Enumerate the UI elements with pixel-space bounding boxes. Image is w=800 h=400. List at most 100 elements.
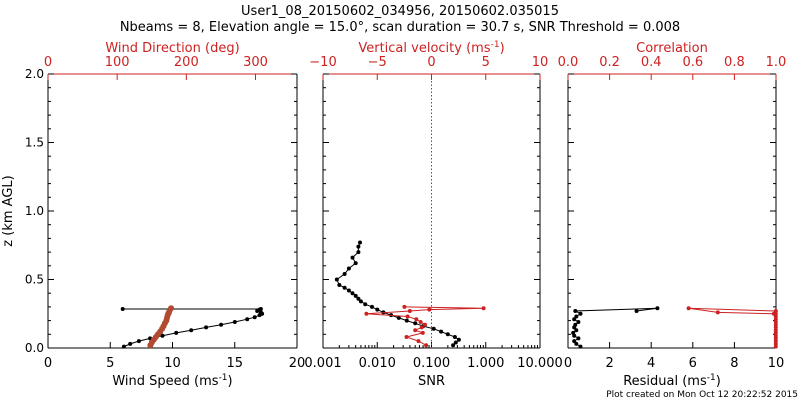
point-residual (574, 314, 579, 319)
top-tick-label: 1.0 (766, 55, 787, 70)
point-correlation (773, 333, 778, 338)
point-snr (452, 335, 457, 339)
point-correlation (773, 320, 778, 324)
point-residual (634, 309, 639, 313)
point-residual (574, 341, 579, 346)
top-tick-label: 300 (243, 55, 268, 70)
point-vertical_velocity (418, 320, 423, 324)
x-tick-label: 10 (768, 356, 785, 371)
top-tick-label: 5 (482, 55, 490, 70)
x-tick-label: 0.010 (359, 356, 396, 371)
point-correlation (773, 328, 778, 333)
point-wind_speed (204, 325, 209, 330)
point-snr (353, 261, 358, 266)
point-snr (358, 240, 362, 245)
point-snr (350, 291, 355, 296)
point-wind_speed (252, 315, 257, 320)
point-vertical_velocity (364, 311, 369, 316)
top-tick-label: 0.0 (558, 55, 579, 70)
x-tick-label: 0 (564, 356, 572, 371)
point-snr (334, 277, 339, 282)
bottom-axis-label: Wind Speed (ms-1) (112, 373, 232, 389)
top-tick-label: 0.6 (682, 55, 703, 70)
bottom-axis-label: SNR (418, 374, 445, 389)
top-tick-label: 0.8 (724, 55, 745, 70)
point-vertical_velocity (424, 343, 429, 348)
point-snr (356, 244, 361, 249)
point-snr (342, 272, 347, 276)
point-residual (572, 339, 577, 344)
series-line-residual (572, 307, 658, 348)
point-snr (337, 283, 342, 287)
point-wind_speed (174, 330, 179, 335)
y-tick-label: 1.5 (25, 136, 44, 150)
series-line-wind_speed (122, 308, 263, 348)
point-snr (375, 307, 380, 312)
point-vertical_velocity (423, 322, 427, 327)
point-snr (404, 318, 409, 323)
x-tick-label: 6 (689, 356, 697, 371)
top-tick-label: 100 (105, 55, 130, 70)
figure-title-line1: User1_08_20150602_034956, 20150602.03501… (241, 4, 559, 19)
top-tick-label: 0 (427, 55, 435, 70)
point-snr (453, 340, 458, 345)
series-line-correlation (688, 307, 777, 347)
y-axis-label: z (km AGL) (1, 175, 16, 246)
point-wind_speed (128, 341, 133, 346)
top-tick-label: 0 (44, 55, 52, 70)
point-snr (439, 329, 444, 334)
point-correlation (771, 311, 776, 316)
point-residual (571, 330, 576, 335)
figure-title-line2: Nbeams = 8, Elevation angle = 15.0°, sca… (120, 20, 680, 35)
x-tick-label: 5 (106, 356, 114, 371)
panel-3: 0 2 4 6 8 10 Residual (ms-1) 0.0 0.2 0.4 0.6 0.8 1.0… (558, 41, 787, 389)
point-wind_speed (245, 317, 250, 322)
top-axis-label: Vertical velocity (ms-1) (358, 40, 504, 56)
point-snr (396, 315, 401, 320)
x-tick-label: 0.100 (413, 356, 450, 371)
x-tick-label: 2 (605, 356, 613, 371)
top-tick-label: −10 (309, 55, 336, 70)
point-snr (346, 266, 351, 271)
point-residual (578, 344, 583, 349)
x-tick-label: 0 (44, 356, 52, 371)
point-snr (363, 302, 368, 307)
point-snr (456, 337, 461, 342)
point-snr (413, 321, 418, 326)
point-wind_speed (120, 307, 125, 311)
point-wind_speed (136, 339, 141, 344)
x-tick-label: 8 (730, 356, 738, 371)
point-vertical_velocity (481, 306, 486, 311)
point-wind_speed (232, 320, 237, 324)
point-correlation (686, 306, 691, 311)
panel-1: 0.0 0.5 1.0 1.5 2.0 z (km AGL) 0 5 10 15 20 Wind Sp… (1, 41, 305, 389)
x-tick-label: 20 (289, 356, 306, 371)
point-snr (346, 288, 351, 293)
top-tick-label: −5 (368, 55, 387, 70)
point-correlation (773, 341, 778, 346)
point-correlation (773, 309, 778, 313)
point-wind_speed (189, 328, 194, 333)
point-vertical_velocity (419, 325, 424, 330)
point-wind_speed (258, 307, 263, 311)
x-tick-label: 0.001 (304, 356, 341, 371)
top-tick-label: 10 (532, 55, 549, 70)
point-residual (572, 317, 577, 322)
panel-2: 0.001 0.010 0.100 1.000 10.000 SNR −10 −5 0 5 10 Ve… (304, 40, 562, 389)
point-vertical_velocity (404, 335, 409, 339)
x-tick-label: 15 (226, 356, 243, 371)
point-snr (370, 304, 374, 309)
point-snr (356, 250, 361, 255)
x-tick-label: 1.000 (467, 356, 504, 371)
point-residual (576, 320, 581, 324)
point-snr (431, 326, 436, 331)
point-snr (445, 332, 450, 337)
point-residual (655, 306, 660, 311)
point-residual (574, 328, 579, 333)
point-snr (358, 299, 363, 304)
point-snr (350, 255, 355, 260)
x-tick-label: 4 (647, 356, 655, 371)
point-vertical_velocity (402, 304, 407, 309)
point-residual (576, 336, 581, 341)
x-tick-label: 10 (164, 356, 181, 371)
